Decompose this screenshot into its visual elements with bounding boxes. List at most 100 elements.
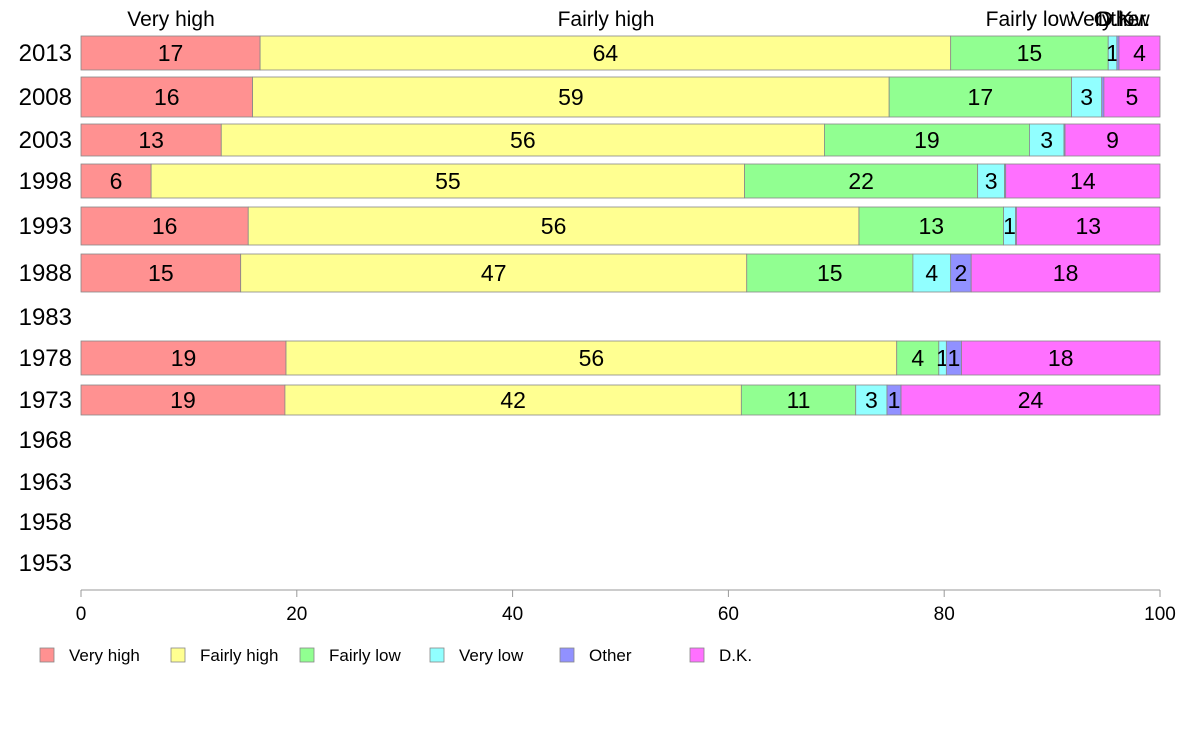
top-label-fairly-high: Fairly high (558, 8, 655, 31)
x-tick-label-80: 80 (934, 604, 955, 625)
y-tick-label-1998: 1998 (19, 168, 72, 195)
bar-1998-fairly-low (744, 163, 979, 199)
bar-1978-very-high (80, 340, 287, 376)
bar-2013-very-high (80, 35, 261, 71)
data-label-1973-very-high: 19 (170, 387, 196, 413)
data-label-1978-other: 1 (948, 345, 961, 371)
legend-label-fairly-high: Fairly high (200, 646, 278, 665)
data-label-1988-fairly-low: 15 (817, 260, 843, 286)
legend-swatch-d-k (689, 647, 705, 663)
bar-2003-very-high (80, 123, 222, 157)
bar-1973-fairly-high (284, 384, 742, 416)
data-label-2003-fairly-high: 56 (510, 127, 536, 153)
bar-1978-d-k (961, 340, 1161, 376)
bar-1993-d-k (1016, 206, 1161, 246)
data-label-2008-very-high: 16 (154, 84, 180, 110)
legend-label-other: Other (589, 646, 632, 665)
bar-1988-d-k (970, 253, 1161, 293)
data-label-1993-very-low: 1 (1003, 213, 1016, 239)
top-label-very-low: Very low (1070, 8, 1150, 31)
x-tick-label-0: 0 (76, 604, 87, 625)
data-label-1993-fairly-high: 56 (541, 213, 567, 239)
bar-1973-d-k (900, 384, 1161, 416)
bar-1973-very-low (855, 384, 888, 416)
bar-1973-very-high (80, 384, 286, 416)
x-tick-label-100: 100 (1144, 604, 1176, 625)
data-label-1993-very-high: 16 (152, 213, 178, 239)
data-label-2013-d-k: 4 (1133, 40, 1146, 66)
bar-1998-very-high (80, 163, 152, 199)
data-label-1998-very-high: 6 (110, 168, 123, 194)
x-tick-label-20: 20 (286, 604, 307, 625)
data-label-1973-other: 1 (888, 387, 901, 413)
data-label-2013-fairly-high: 64 (593, 40, 619, 66)
legend-label-d-k: D.K. (719, 646, 752, 665)
bar-1978-fairly-high (285, 340, 898, 376)
data-label-1988-very-high: 15 (148, 260, 174, 286)
legend-swatch-very-low (429, 647, 445, 663)
data-label-1973-fairly-high: 42 (500, 387, 526, 413)
data-label-1998-very-low: 3 (985, 168, 998, 194)
x-tick-label-60: 60 (718, 604, 739, 625)
legend-label-very-high: Very high (69, 646, 140, 665)
bar-1993-fairly-high (247, 206, 860, 246)
bar-2013-d-k (1118, 35, 1161, 71)
data-label-2008-fairly-high: 59 (558, 84, 584, 110)
data-label-1973-fairly-low: 11 (787, 387, 811, 413)
y-tick-label-1968: 1968 (19, 427, 72, 454)
y-tick-label-2008: 2008 (19, 84, 72, 111)
bar-1993-fairly-low (858, 206, 1004, 246)
data-label-1998-fairly-high: 55 (435, 168, 461, 194)
bar-1998-d-k (1005, 163, 1161, 199)
y-tick-label-1978: 1978 (19, 345, 72, 372)
bar-2003-fairly-low (824, 123, 1030, 157)
bar-1988-fairly-low (746, 253, 914, 293)
data-label-2003-very-high: 13 (138, 127, 164, 153)
bar-2003-d-k (1064, 123, 1161, 157)
data-label-1978-fairly-high: 56 (579, 345, 605, 371)
y-tick-label-1973: 1973 (19, 387, 72, 414)
data-label-1993-fairly-low: 13 (918, 213, 944, 239)
bar-1988-very-high (80, 253, 242, 293)
data-label-2003-fairly-low: 19 (914, 127, 940, 153)
data-label-1973-d-k: 24 (1018, 387, 1044, 413)
data-label-1988-d-k: 18 (1053, 260, 1079, 286)
data-label-1993-d-k: 13 (1075, 213, 1101, 239)
data-label-2008-very-low: 3 (1080, 84, 1093, 110)
legend-label-very-low: Very low (459, 646, 524, 665)
data-label-2013-fairly-low: 15 (1017, 40, 1043, 66)
y-tick-label-2013: 2013 (19, 40, 72, 67)
data-label-1978-fairly-low: 4 (911, 345, 924, 371)
legend-swatch-very-high (39, 647, 55, 663)
data-label-2008-d-k: 5 (1126, 84, 1139, 110)
data-label-1978-very-high: 19 (171, 345, 197, 371)
legend-swatch-other (559, 647, 575, 663)
data-label-1978-d-k: 18 (1048, 345, 1074, 371)
bar-2008-very-low (1071, 76, 1103, 118)
data-label-2003-d-k: 9 (1106, 127, 1119, 153)
top-label-fairly-low: Fairly low (986, 8, 1076, 31)
y-tick-label-1963: 1963 (19, 469, 72, 496)
bar-2008-d-k (1103, 76, 1161, 118)
bar-1988-very-low (912, 253, 952, 293)
bar-1998-fairly-high (150, 163, 745, 199)
y-tick-label-1983: 1983 (19, 304, 72, 331)
data-label-2013-very-high: 17 (158, 40, 184, 66)
top-label-d-k: D.K... (1098, 8, 1151, 31)
y-tick-label-1988: 1988 (19, 260, 72, 287)
bar-2003-very-low (1029, 123, 1065, 157)
bar-2003-fairly-high (220, 123, 825, 157)
bar-2008-very-high (80, 76, 253, 118)
y-tick-label-1958: 1958 (19, 509, 72, 536)
bar-1973-fairly-low (740, 384, 857, 416)
data-label-1998-d-k: 14 (1070, 168, 1096, 194)
x-tick-label-40: 40 (502, 604, 523, 625)
data-label-2003-very-low: 3 (1040, 127, 1053, 153)
data-label-2013-very-low: 1 (1106, 40, 1119, 66)
bar-1978-fairly-low (896, 340, 940, 376)
data-label-2008-fairly-low: 17 (968, 84, 994, 110)
y-tick-label-1953: 1953 (19, 550, 72, 577)
data-label-1988-very-low: 4 (925, 260, 938, 286)
data-label-1988-other: 2 (955, 260, 968, 286)
